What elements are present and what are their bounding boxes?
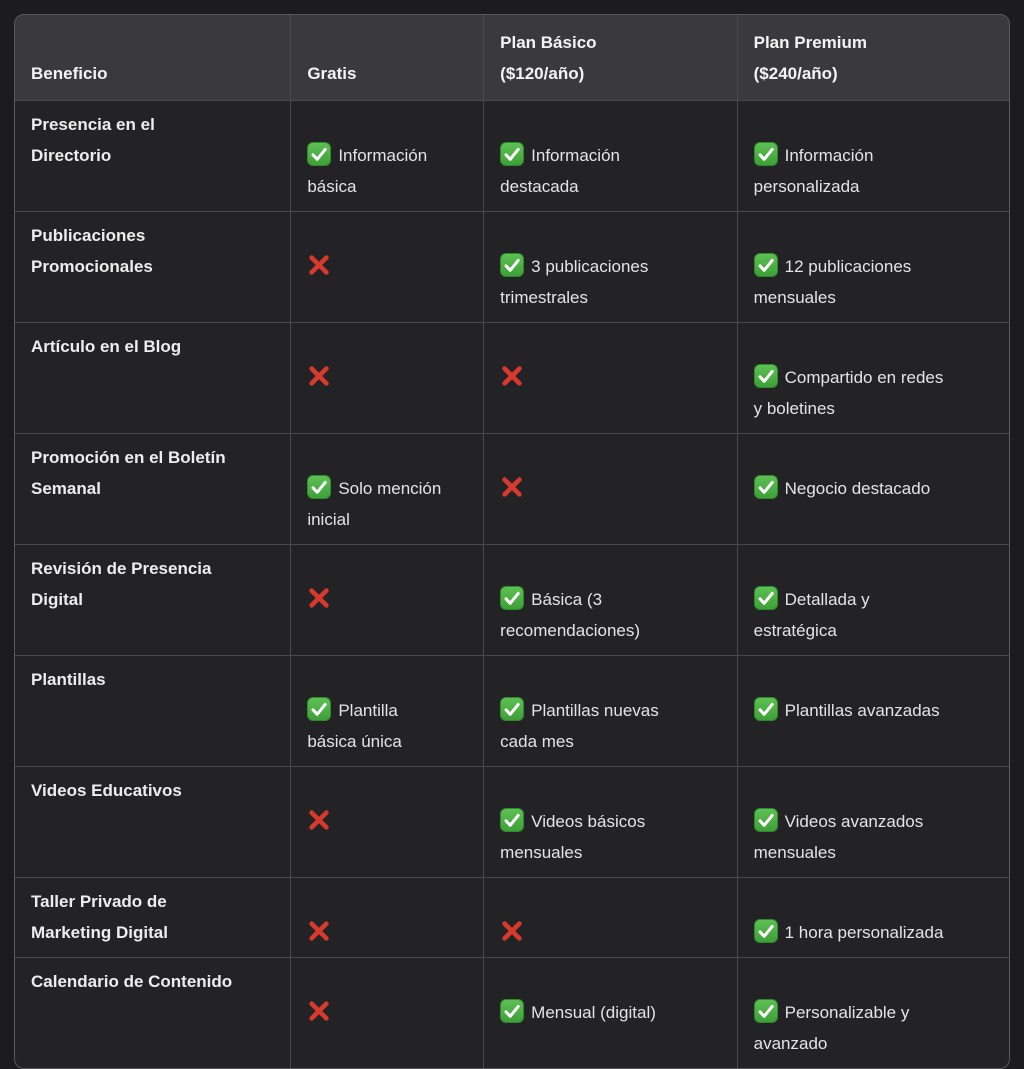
check-icon [500,999,525,1023]
plan-cell: Videos avanzados mensuales [736,766,1009,877]
cross-icon [500,475,524,499]
plan-cell: Negocio destacado [736,433,1009,544]
plan-cell: Plantillas avanzadas [736,655,1009,766]
plan-cell: Solo mención inicial [290,433,484,544]
cell-text: Básica (3 recomendaciones) [500,590,641,640]
check-icon [753,142,778,166]
table-row: Publicaciones Promocionales 3 publicacio… [15,211,1009,322]
cross-icon [307,253,331,277]
benefit-cell: Plantillas [15,655,291,766]
plan-cell: 1 hora personalizada [736,877,1009,957]
plan-cell: Plantillas nuevas cada mes [483,655,737,766]
cell-text: Detallada y estratégica [753,590,870,640]
cell-text: Compartido en redes y boletines [753,368,944,418]
check-icon [500,142,525,166]
cell-text: Solo mención inicial [307,479,442,529]
benefit-cell: Artículo en el Blog [15,322,291,433]
table-row: Artículo en el Blog Compartido en redes … [15,322,1009,433]
check-icon [753,364,778,388]
cross-icon [307,586,331,610]
plan-cell: Plantilla básica única [290,655,484,766]
check-icon [753,919,778,943]
benefit-cell: Presencia en el Directorio [15,100,291,211]
check-icon [753,808,778,832]
pricing-table-container: Beneficio Gratis Plan Básico ($120/año) … [14,14,1010,1069]
plan-cell: Información destacada [483,100,737,211]
check-icon [753,697,778,721]
table-body: Presencia en el Directorio Información b… [15,100,1009,1068]
check-icon [500,697,525,721]
cell-text: 3 publicaciones trimestrales [500,257,649,307]
header-row: Beneficio Gratis Plan Básico ($120/año) … [15,15,1009,100]
cross-icon [500,919,524,943]
table-header: Beneficio Gratis Plan Básico ($120/año) … [15,15,1009,100]
cell-text: Videos avanzados mensuales [753,812,924,862]
col-header-gratis: Gratis [290,15,484,100]
benefit-cell: Calendario de Contenido [15,957,291,1068]
cell-text: Información destacada [500,146,620,196]
benefit-cell: Revisión de Presencia Digital [15,544,291,655]
cell-text: Plantillas avanzadas [784,701,940,720]
plan-cell: Básica (3 recomendaciones) [483,544,737,655]
plan-cell [290,766,484,877]
cell-text: Información básica [307,146,428,196]
cross-icon [307,999,331,1023]
plan-cell [290,957,484,1068]
check-icon [500,808,525,832]
cross-icon [500,364,524,388]
cell-text: Mensual (digital) [531,1003,656,1022]
table-row: Revisión de Presencia Digital Básica (3 … [15,544,1009,655]
table-row: Calendario de Contenido Mensual (digital… [15,957,1009,1068]
plan-cell: Videos básicos mensuales [483,766,737,877]
check-icon [753,253,778,277]
page: Beneficio Gratis Plan Básico ($120/año) … [14,14,1010,1069]
pricing-table: Beneficio Gratis Plan Básico ($120/año) … [15,15,1009,1068]
plan-cell [290,544,484,655]
cell-text: Información personalizada [753,146,874,196]
plan-cell [483,433,737,544]
col-header-beneficio: Beneficio [15,15,291,100]
plan-cell: Personalizable y avanzado [736,957,1009,1068]
plan-cell: 3 publicaciones trimestrales [483,211,737,322]
cell-text: Plantilla básica única [307,701,402,751]
plan-cell: Información personalizada [736,100,1009,211]
col-header-plan-basico: Plan Básico ($120/año) [483,15,737,100]
cross-icon [307,919,331,943]
plan-cell [483,877,737,957]
plan-cell [290,322,484,433]
benefit-cell: Videos Educativos [15,766,291,877]
cell-text: 12 publicaciones mensuales [753,257,912,307]
plan-cell [483,322,737,433]
check-icon [753,586,778,610]
table-row: Videos Educativos Videos básicos mensual… [15,766,1009,877]
table-row: Plantillas Plantilla básica única Planti… [15,655,1009,766]
table-row: Presencia en el Directorio Información b… [15,100,1009,211]
col-header-plan-premium: Plan Premium ($240/año) [736,15,1009,100]
cross-icon [307,808,331,832]
cell-text: Plantillas nuevas cada mes [500,701,659,751]
table-row: Taller Privado de Marketing Digital 1 ho… [15,877,1009,957]
table-row: Promoción en el Boletín Semanal Solo men… [15,433,1009,544]
benefit-cell: Promoción en el Boletín Semanal [15,433,291,544]
plan-cell: Información básica [290,100,484,211]
cell-text: 1 hora personalizada [784,923,944,942]
check-icon [753,999,778,1023]
benefit-cell: Publicaciones Promocionales [15,211,291,322]
check-icon [753,475,778,499]
plan-cell: Mensual (digital) [483,957,737,1068]
check-icon [307,475,332,499]
check-icon [307,697,332,721]
check-icon [500,253,525,277]
plan-cell: Detallada y estratégica [736,544,1009,655]
plan-cell: Compartido en redes y boletines [736,322,1009,433]
check-icon [307,142,332,166]
cross-icon [307,364,331,388]
benefit-cell: Taller Privado de Marketing Digital [15,877,291,957]
cell-text: Negocio destacado [784,479,931,498]
plan-cell [290,877,484,957]
check-icon [500,586,525,610]
plan-cell: 12 publicaciones mensuales [736,211,1009,322]
plan-cell [290,211,484,322]
